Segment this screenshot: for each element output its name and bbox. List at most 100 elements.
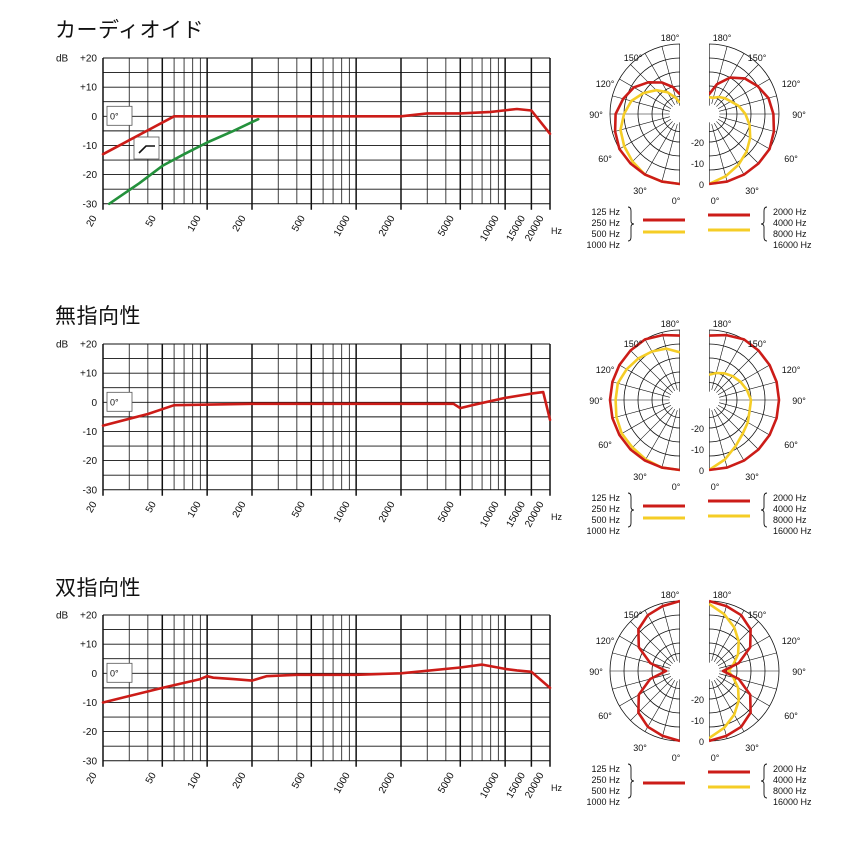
db-tick-label: +10 [80, 83, 97, 94]
legend-freq-left: 1000 Hz [586, 797, 620, 807]
angle-label: 60° [784, 440, 798, 450]
angle-label: 30° [745, 186, 759, 196]
db-tick-label: +20 [80, 54, 97, 65]
polar-half-right [709, 329, 781, 472]
zero-deg-box [106, 391, 133, 412]
db-tick-label: 0 [91, 669, 97, 680]
polar-spoke [661, 410, 678, 468]
freq-tick-label: 20 [85, 770, 100, 786]
angle-label: 150° [748, 53, 767, 63]
polar-spoke [713, 610, 745, 663]
polar-spoke [644, 679, 676, 732]
polar-center [709, 391, 718, 409]
freq-tick-label: 200 [231, 213, 249, 233]
freq-tick-label: 50 [144, 499, 159, 515]
angle-label: 180° [661, 33, 680, 43]
db-tick-label: 0 [91, 398, 97, 409]
polar-db-bg [688, 158, 706, 169]
angle-label: 0° [711, 482, 720, 492]
polar-db-label: 0 [699, 466, 704, 476]
legend-freq-left: 125 Hz [591, 764, 620, 774]
freq-tick-label: 20 [85, 499, 100, 515]
polar-spoke [612, 652, 670, 669]
angle-label: 150° [624, 610, 643, 620]
freq-tick-label: 5000 [436, 770, 457, 795]
polar-pattern-yellow [709, 371, 753, 472]
polar-spoke [717, 635, 770, 667]
angle-label: 30° [633, 186, 647, 196]
legend-freq-left: 1000 Hz [586, 240, 620, 250]
polar-half-left [609, 43, 680, 186]
legend-freq-right: 4000 Hz [773, 775, 807, 785]
angle-label: 120° [782, 636, 801, 646]
legend-freq-left: 500 Hz [591, 515, 620, 525]
polar-spoke [713, 122, 745, 175]
polar-center [671, 391, 680, 409]
angle-label: 60° [784, 711, 798, 721]
freq-tick-label: 1000 [332, 770, 353, 795]
polar-db-label: -20 [691, 695, 704, 705]
angle-label: 90° [589, 396, 603, 406]
freq-tick-label: 100 [186, 213, 204, 233]
angle-label: 150° [624, 53, 643, 63]
polar-pattern-red [608, 333, 680, 472]
db-unit-label: dB [56, 611, 69, 622]
zero-deg-box [106, 105, 133, 126]
angle-label: 120° [782, 79, 801, 89]
polar-db-bg [688, 423, 706, 434]
angle-label: 180° [713, 590, 732, 600]
polar-db-label: 0 [699, 737, 704, 747]
legend-freq-right: 16000 Hz [773, 797, 812, 807]
polar-spoke [661, 332, 678, 390]
db-tick-label: -20 [83, 170, 98, 181]
angle-label: 0° [711, 196, 720, 206]
polar-chart-1 [609, 43, 780, 242]
freq-tick-label: 50 [144, 213, 159, 229]
polar-pattern-red [709, 599, 752, 743]
angle-label: 0° [672, 196, 681, 206]
db-tick-label: -10 [83, 141, 98, 152]
angle-label: 120° [596, 365, 615, 375]
polar-db-label: -10 [691, 159, 704, 169]
polar-spoke [711, 46, 728, 104]
db-unit-label: dB [56, 54, 69, 65]
polar-spoke [619, 675, 672, 707]
section-title-omni: 無指向性 [55, 304, 141, 328]
legend-brace-left [627, 206, 635, 242]
angle-label: 0° [711, 753, 720, 763]
legend-freq-right: 2000 Hz [773, 764, 807, 774]
polar-db-label: -20 [691, 138, 704, 148]
freq-tick-label: 50 [144, 770, 159, 786]
polar-spoke [644, 122, 676, 175]
polar-spoke [661, 124, 678, 182]
polar-center [709, 105, 718, 123]
polar-spoke [630, 621, 673, 664]
polar-spoke [719, 673, 777, 690]
polar-spoke [717, 118, 770, 150]
polar-spoke [719, 402, 777, 419]
polar-spoke [713, 408, 745, 461]
polar-center [671, 662, 680, 680]
freq-tick-label: 1000 [332, 499, 353, 524]
polar-spoke [661, 46, 678, 104]
freq-tick-label: 20000 [523, 770, 547, 800]
legend-freq-right: 8000 Hz [773, 229, 807, 239]
polar-spoke [716, 407, 759, 450]
angle-label: 120° [782, 365, 801, 375]
freq-tick-label: 20 [85, 213, 100, 229]
freq-tick-label: 100 [186, 770, 204, 790]
polar-pattern-yellow [614, 347, 680, 472]
polar-spoke [719, 116, 777, 133]
freq-response-chart-1 [101, 57, 552, 210]
series-line-green [107, 117, 260, 206]
angle-label: 30° [633, 743, 647, 753]
angle-label: 180° [713, 33, 732, 43]
polar-pattern-red [709, 333, 781, 472]
freq-tick-label: 500 [290, 213, 308, 233]
freq-tick-label: 1000 [332, 213, 353, 238]
polar-spoke [644, 53, 676, 106]
freq-tick-label: 10000 [478, 499, 502, 529]
freq-tick-label: 2000 [377, 770, 398, 795]
legend-brace-right [760, 763, 768, 799]
